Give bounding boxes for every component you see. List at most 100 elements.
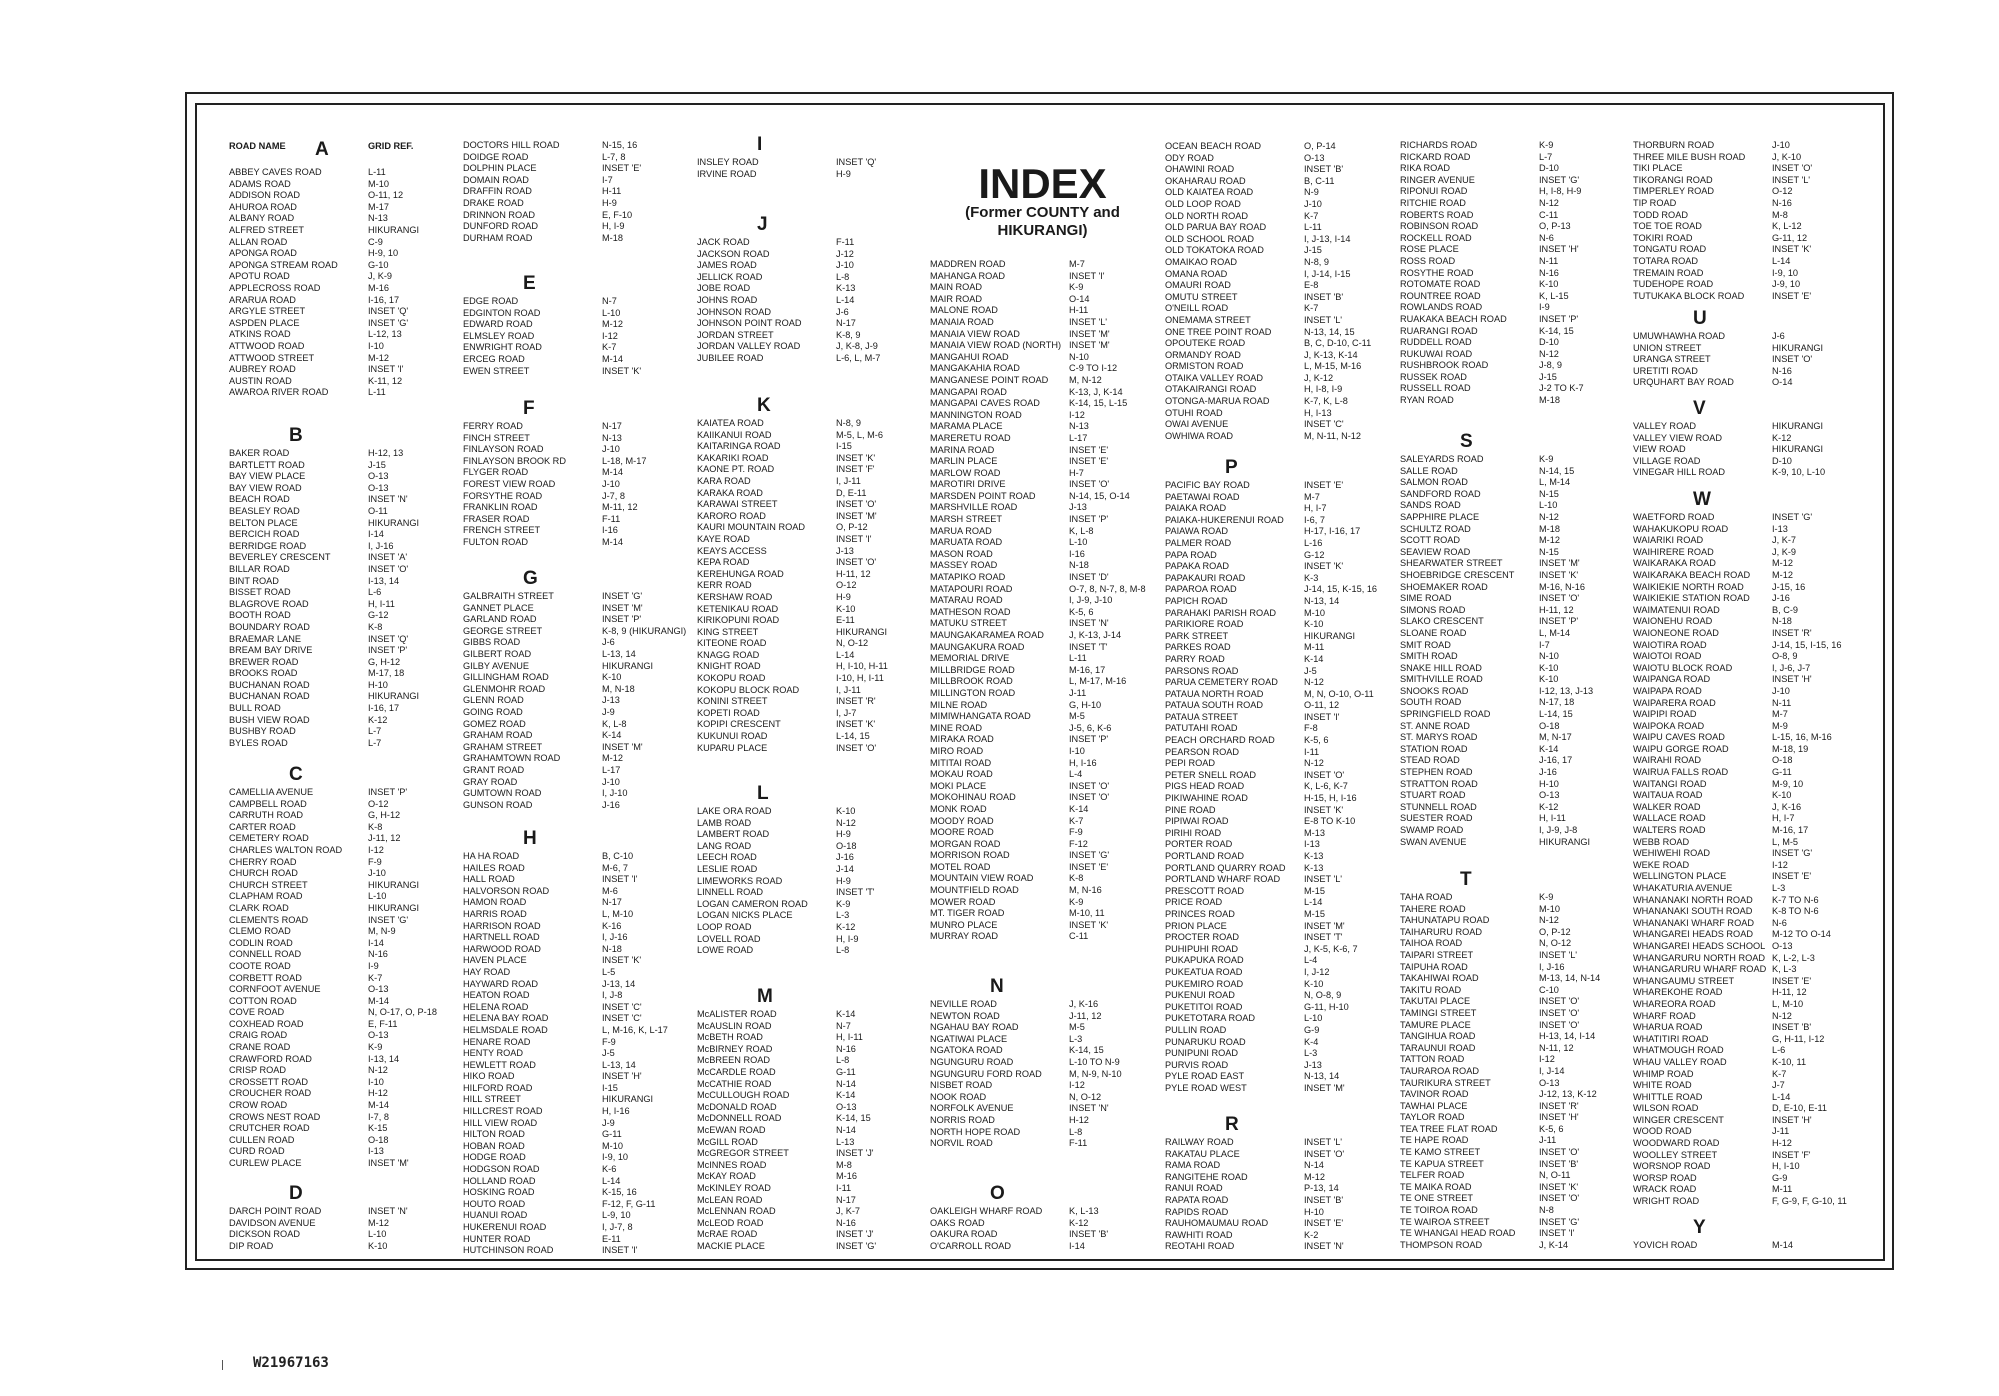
road-entry: WAIKARAKA BEACH ROAD M-12: [1633, 570, 1865, 582]
road-name: NGUNGURU FORD ROAD: [930, 1068, 1042, 1079]
grid-reference: INSET 'M': [1069, 328, 1110, 339]
grid-reference: J-13, 14: [602, 978, 636, 989]
road-name: RAMA ROAD: [1165, 1160, 1221, 1171]
road-entry: SEAVIEW ROAD N-15: [1400, 547, 1632, 559]
grid-reference: D-10: [1772, 455, 1792, 466]
road-name: WHARF ROAD: [1633, 1010, 1696, 1021]
road-entry: FRANKLIN ROAD M-11, 12: [463, 502, 695, 514]
road-name: TAMURE PLACE: [1400, 1019, 1471, 1030]
grid-reference: INSET 'O': [1539, 1007, 1580, 1018]
road-name: SCHULTZ ROAD: [1400, 523, 1471, 534]
road-name: BUSHBY ROAD: [229, 726, 296, 737]
road-entry: SANDFORD ROAD N-15: [1400, 489, 1632, 501]
grid-reference: K-2: [1304, 1229, 1319, 1240]
road-name: PAPAROA ROAD: [1165, 584, 1237, 595]
road-name: PURVIS ROAD: [1165, 1059, 1229, 1070]
road-name: KEPA ROAD: [697, 557, 750, 568]
road-name: MILLBRIDGE ROAD: [930, 664, 1015, 675]
road-entry: RAILWAY ROAD INSET 'L': [1165, 1137, 1397, 1149]
road-name: GRAHAM ROAD: [463, 730, 533, 741]
road-name: ROCKELL ROAD: [1400, 232, 1472, 243]
grid-reference: HIKURANGI: [368, 902, 420, 913]
road-entry: MEMORIAL DRIVE L-11: [930, 653, 1162, 665]
grid-reference: K-10: [836, 806, 856, 816]
road-entry: RUSSEK ROAD J-15: [1400, 372, 1632, 384]
grid-reference: I-16: [602, 525, 618, 536]
road-name: KAITARINGA ROAD: [697, 441, 781, 452]
grid-reference: J-9, 10: [1772, 279, 1801, 290]
road-entry: PORTLAND WHARF ROAD INSET 'L': [1165, 874, 1397, 886]
grid-reference: M-13, 14, N-14: [1539, 973, 1601, 984]
grid-reference: INSET 'C': [1304, 419, 1344, 430]
grid-reference: INSET 'O': [1304, 1148, 1345, 1159]
grid-reference: INSET 'E': [1069, 456, 1109, 467]
road-name: BROOKS ROAD: [229, 668, 298, 679]
grid-reference: N-12: [1304, 677, 1324, 688]
road-entry: PARKES ROAD M-11: [1165, 642, 1397, 654]
road-entry: BEACH ROAD INSET 'N': [229, 494, 461, 506]
road-entry: NGUNGURU ROAD L-10 TO N-9: [930, 1057, 1162, 1069]
road-entry: TREMAIN ROAD I-9, 10: [1633, 268, 1865, 280]
grid-reference: L-11: [1069, 653, 1087, 664]
grid-reference: J-15, 16: [1772, 581, 1806, 592]
road-entry: PATAUA NORTH ROAD M, N, O-10, O-11: [1165, 689, 1397, 701]
road-name: ST. MARYS ROAD: [1400, 732, 1478, 743]
road-name: RAUHOMAUMAU ROAD: [1165, 1218, 1269, 1229]
grid-reference: F-9: [1069, 827, 1083, 838]
road-entry: WEKE ROAD I-12: [1633, 860, 1865, 872]
road-name: WEKE ROAD: [1633, 859, 1690, 870]
grid-reference: L-14: [602, 1175, 621, 1186]
road-entry: MANGAPAI ROAD K-13, J, K-14: [930, 387, 1162, 399]
road-entry: McRAE ROAD INSET 'J': [697, 1229, 929, 1241]
road-entry: MINE ROAD J-5, 6, K-6: [930, 723, 1162, 735]
road-entry: MAUNGAKURA ROAD INSET 'T': [930, 642, 1162, 654]
road-entry: BRAEMAR LANE INSET 'Q': [229, 634, 461, 646]
road-name: BLAGROVE ROAD: [229, 598, 309, 609]
road-entry: WHANGAUMU STREET INSET 'E': [1633, 976, 1865, 988]
road-name: GRAHAM STREET: [463, 741, 543, 752]
road-name: LOVELL ROAD: [697, 933, 761, 944]
grid-reference: N-18: [1069, 560, 1089, 571]
grid-reference: L-4: [1069, 769, 1083, 780]
road-entry: ROCKELL ROAD N-6: [1400, 233, 1632, 245]
section-letter: D: [289, 1183, 303, 1204]
grid-reference: N-13, 14: [1304, 1071, 1340, 1082]
road-entry: CLEMO ROAD M, N-9: [229, 926, 461, 938]
road-entry: SWAMP ROAD I, J-9, J-8: [1400, 825, 1632, 837]
road-name: BEASLEY ROAD: [229, 505, 300, 516]
letter-section: F FERRY ROAD N-17 FINCH STREET N-13 FINLAYSON…: [463, 399, 695, 549]
road-entry: RAKATAU PLACE INSET 'O': [1165, 1149, 1397, 1161]
grid-reference: J, K-7: [836, 1206, 860, 1217]
grid-reference: INSET 'Q': [836, 157, 877, 167]
grid-reference: L-9, 10: [602, 1210, 631, 1221]
grid-reference: INSET 'M': [1069, 340, 1110, 351]
grid-reference: L-7, 8: [602, 151, 626, 162]
road-entry: HALL ROAD INSET 'I': [463, 874, 695, 886]
grid-reference: O-7, 8, N-7, 8, M-8: [1069, 583, 1146, 594]
road-entry: HA HA ROAD B, C-10: [463, 851, 695, 863]
road-name: KAURI MOUNTAIN ROAD: [697, 522, 806, 533]
road-name: McAUSLIN ROAD: [697, 1020, 772, 1031]
road-name: SHOEBRIDGE CRESCENT: [1400, 569, 1515, 580]
grid-reference: HIKURANGI: [1772, 342, 1824, 353]
road-entry: KITEONE ROAD N, O-12: [697, 638, 929, 650]
road-name: PARUA CEMETERY ROAD: [1165, 677, 1278, 688]
road-entry: JORDAN STREET K-8, 9: [697, 330, 929, 342]
road-name: INSLEY ROAD: [697, 157, 759, 167]
grid-reference: H-11, 12: [1539, 604, 1574, 615]
road-entry: CROUCHER ROAD H-12: [229, 1088, 461, 1100]
letter-section: J JACK ROAD F-11 JACKSON ROAD J-12 JAMES ROAD…: [697, 215, 929, 365]
grid-reference: M-11: [1304, 642, 1325, 653]
grid-reference: L-8: [836, 271, 850, 282]
section-letter: Y: [1693, 1217, 1706, 1238]
road-entry: McAUSLIN ROAD N-7: [697, 1021, 929, 1033]
road-name: SLAKO CRESCENT: [1400, 616, 1484, 627]
road-entry: KETENIKAU ROAD K-10: [697, 604, 929, 616]
road-name: WAIKIEKIE NORTH ROAD: [1633, 581, 1744, 592]
grid-reference: J-9: [602, 706, 615, 717]
road-name: TONGATU ROAD: [1633, 244, 1707, 255]
road-name: APOTU ROAD: [229, 271, 290, 282]
road-entry: MOUNTAIN VIEW ROAD K-8: [930, 873, 1162, 885]
grid-reference: I-13: [1772, 523, 1788, 534]
road-entry: UNION STREET HIKURANGI: [1633, 343, 1865, 355]
